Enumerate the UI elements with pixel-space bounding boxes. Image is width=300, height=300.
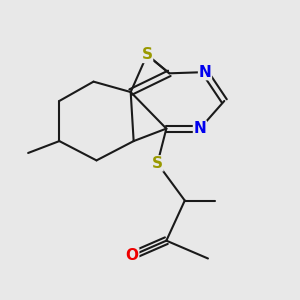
Text: S: S [142, 47, 152, 62]
Text: N: N [199, 64, 212, 80]
Text: O: O [126, 248, 139, 263]
Text: N: N [194, 121, 206, 136]
Text: S: S [152, 156, 163, 171]
